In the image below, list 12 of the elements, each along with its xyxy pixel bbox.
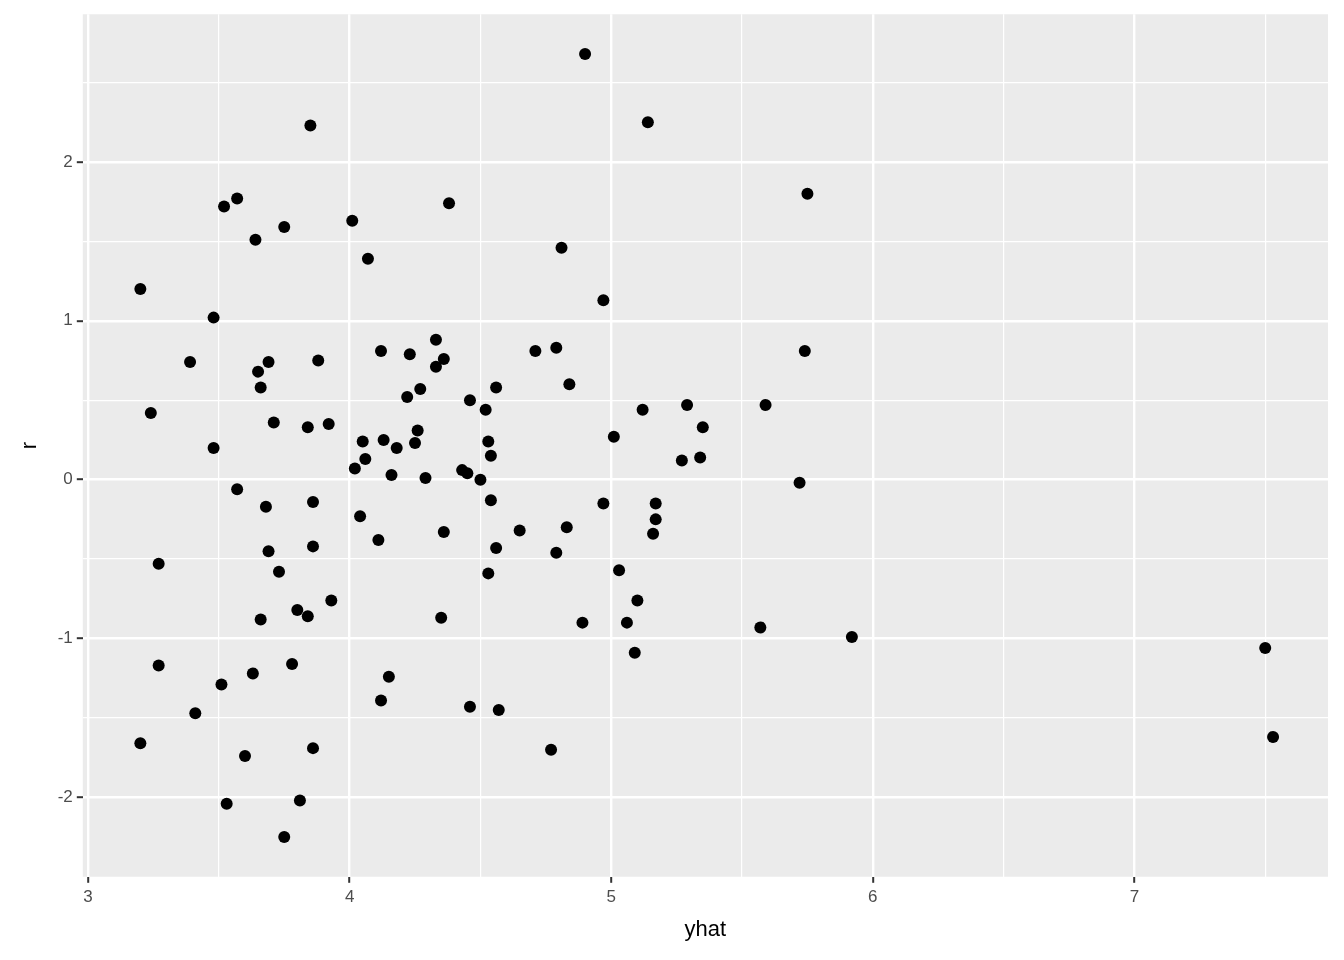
x-tick-label: 3 [83, 886, 93, 906]
x-tick-label: 6 [868, 886, 878, 906]
x-tick-label: 4 [344, 886, 355, 906]
y-tick-label: -1 [57, 628, 73, 648]
x-tick-label: 5 [606, 886, 616, 906]
x-tick-label: 7 [1129, 886, 1140, 906]
x-axis-title: yhat [684, 915, 727, 941]
y-tick-label: 2 [63, 151, 73, 171]
y-tick-label: -2 [57, 787, 73, 807]
y-tick-label: 1 [63, 310, 73, 330]
y-tick-label: 0 [63, 469, 73, 489]
y-axis-title: r [16, 441, 42, 450]
